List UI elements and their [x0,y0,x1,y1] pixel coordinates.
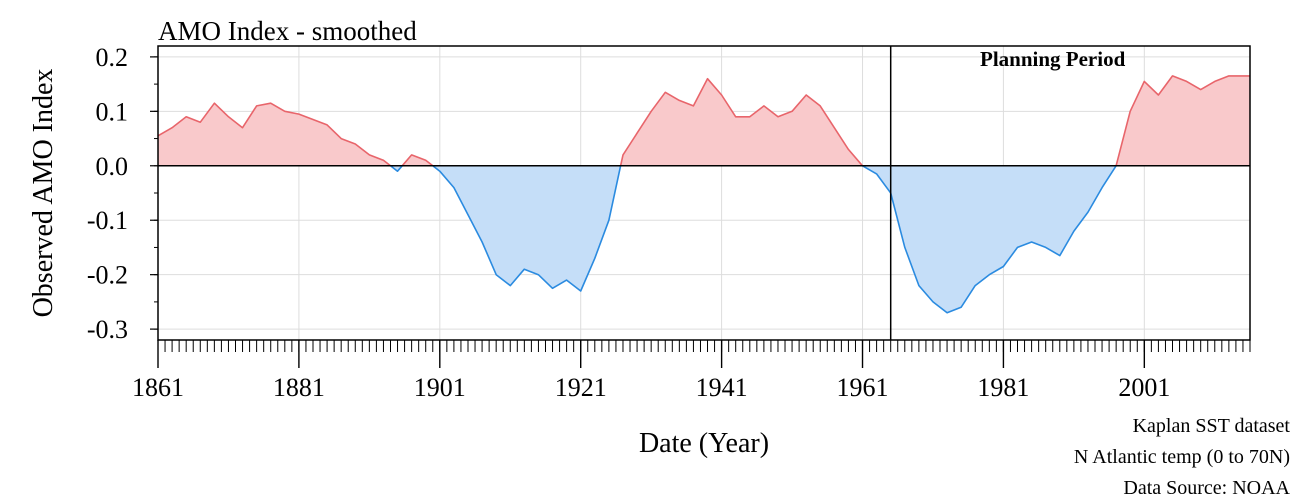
reference-lines [158,46,1250,340]
y-tick-label: -0.3 [87,315,128,344]
x-tick-label: 1861 [132,373,184,402]
y-axis: -0.3 -0.2 -0.1 0.0 0.1 0.2 [87,43,158,344]
y-tick-label: -0.2 [87,261,128,290]
region-note: N Atlantic temp (0 to 70N) [1074,446,1290,468]
x-axis: 1861 1881 1901 1921 1941 1961 1981 2001 [132,340,1251,402]
negative-line [432,165,622,292]
x-tick-label: 2001 [1118,373,1170,402]
y-tick-label: 0.1 [96,97,129,126]
x-tick-label: 1981 [977,373,1029,402]
negative-line [862,165,1117,314]
source-note: Data Source: NOAA [1123,477,1290,499]
x-tick-label: 1921 [555,373,607,402]
positive-line [619,77,864,167]
x-tick-label: 1961 [837,373,889,402]
y-axis-label: Observed AMO Index [28,69,59,318]
x-axis-label: Date (Year) [639,428,769,459]
positive-area [158,103,391,166]
positive-line [157,102,391,167]
dataset-note: Kaplan SST dataset [1133,415,1291,437]
y-tick-label: -0.1 [87,206,128,235]
y-tick-label: 0.0 [96,152,129,181]
positive-area [1116,75,1250,166]
positive-area [620,78,863,166]
positive-line [1115,75,1250,167]
negative-area [862,165,1117,313]
negative-area [432,165,621,291]
data-area [158,75,1250,313]
data-line [157,75,1250,314]
x-tick-label: 1901 [414,373,466,402]
y-tick-label: 0.2 [96,43,129,72]
planning-period-label: Planning Period [980,47,1126,71]
negative-line [390,165,403,172]
x-tick-label: 1941 [696,373,748,402]
chart-title: AMO Index - smoothed [158,16,417,46]
x-tick-label: 1881 [273,373,325,402]
positive-line [401,154,434,167]
